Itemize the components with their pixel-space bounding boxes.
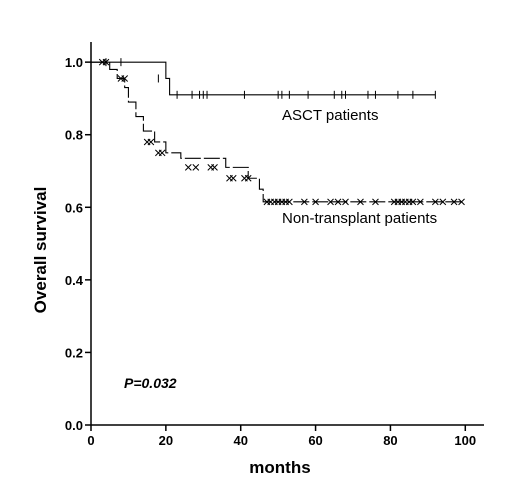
y-axis-title: Overall survival bbox=[31, 187, 50, 314]
censor-mark bbox=[431, 198, 439, 206]
series-label-asct: ASCT patients bbox=[282, 107, 378, 124]
x-tick-label: 80 bbox=[383, 433, 397, 448]
censor-mark bbox=[102, 58, 110, 66]
censor-mark bbox=[158, 149, 166, 157]
y-tick-label: 0.4 bbox=[65, 273, 84, 288]
censor-mark bbox=[372, 198, 379, 206]
censor-mark bbox=[300, 198, 308, 206]
y-tick-label: 0.0 bbox=[65, 418, 83, 433]
series-non-transplant bbox=[91, 58, 465, 206]
series-label-non-transplant: Non-transplant patients bbox=[282, 210, 437, 227]
axes: 0 20 40 60 80 100 0.0 0.2 0.4 0.6 0.8 1.0 bbox=[65, 42, 484, 448]
censor-mark bbox=[147, 138, 155, 146]
censor-mark bbox=[409, 198, 417, 206]
censor-mark bbox=[417, 198, 424, 206]
censor-mark bbox=[121, 75, 129, 82]
y-tick-label: 0.6 bbox=[65, 200, 83, 215]
y-tick-label: 0.8 bbox=[65, 128, 83, 143]
censor-mark bbox=[327, 198, 334, 206]
x-tick-label: 40 bbox=[233, 433, 247, 448]
x-axis-title: months bbox=[249, 458, 310, 477]
censor-mark bbox=[439, 198, 447, 206]
y-tick-label: 1.0 bbox=[65, 55, 83, 70]
censor-mark bbox=[357, 198, 364, 206]
censor-mark bbox=[312, 198, 319, 206]
x-tick-label: 0 bbox=[87, 433, 94, 448]
survival-step-line bbox=[91, 61, 462, 203]
censor-mark bbox=[450, 198, 458, 206]
survival-step-line bbox=[91, 61, 436, 96]
censor-mark bbox=[192, 164, 200, 171]
x-tick-label: 20 bbox=[159, 433, 173, 448]
censor-mark bbox=[458, 198, 465, 206]
censor-mark bbox=[244, 174, 252, 182]
y-tick-label: 0.2 bbox=[65, 345, 83, 360]
censor-mark bbox=[286, 198, 293, 206]
censor-mark bbox=[211, 164, 218, 171]
censor-mark bbox=[229, 174, 237, 182]
censor-mark bbox=[334, 198, 342, 206]
p-value-annotation: P=0.032 bbox=[124, 375, 177, 391]
series-asct bbox=[91, 58, 436, 99]
x-tick-label: 100 bbox=[454, 433, 476, 448]
x-tick-label: 60 bbox=[308, 433, 322, 448]
plot-area bbox=[91, 58, 465, 206]
censor-mark bbox=[184, 164, 192, 171]
censor-mark bbox=[342, 198, 349, 206]
